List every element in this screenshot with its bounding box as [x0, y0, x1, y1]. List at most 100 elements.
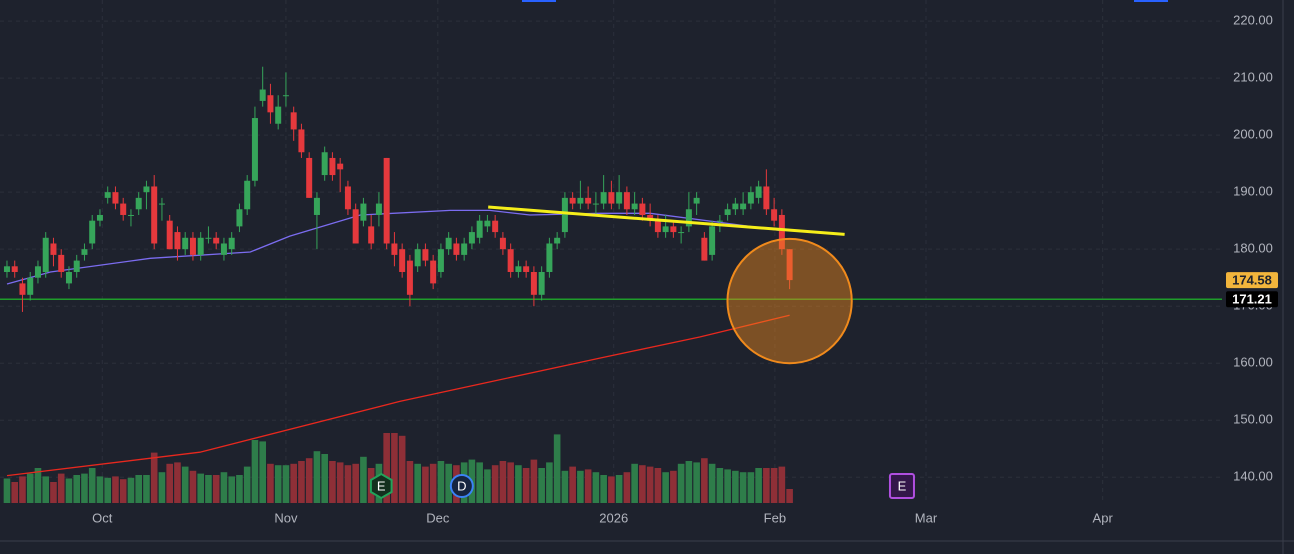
volume-bar [484, 469, 491, 503]
candle-body [499, 237, 506, 250]
volume-bar [298, 461, 305, 503]
volume-bar [670, 470, 677, 503]
volume-bar [778, 466, 786, 503]
volume-bar [577, 470, 584, 503]
candle-body [228, 237, 235, 250]
toolbar-edge [1134, 0, 1168, 2]
candle-body [73, 260, 80, 272]
volume-bar [11, 482, 19, 503]
y-tick-label: 190.00 [1233, 184, 1273, 199]
candle-body [3, 266, 10, 272]
volume-bar [515, 465, 522, 503]
volume-bar [677, 463, 685, 503]
volume-bar [143, 475, 150, 503]
volume-bar [693, 462, 700, 503]
volume-bar [770, 468, 778, 503]
candle-body [716, 220, 723, 222]
volume-bar [491, 465, 499, 503]
candle-body [623, 192, 630, 210]
volume-bar [546, 462, 553, 503]
candle-body [244, 180, 251, 210]
candle-body [631, 203, 638, 210]
volume-bar [406, 461, 414, 503]
candle-body [662, 226, 669, 233]
volume-bar [747, 472, 755, 503]
candle-body [399, 249, 406, 272]
volume-bar [639, 465, 646, 503]
candle-body [120, 203, 127, 215]
volume-bar [150, 452, 158, 503]
candle-body [530, 271, 537, 295]
volume-bar [592, 472, 600, 503]
candle-body [290, 112, 297, 130]
candle-body [445, 237, 452, 250]
volume-bar [26, 473, 34, 503]
moving-average [6, 314, 790, 477]
candle-body [561, 197, 568, 233]
volume-bar [181, 466, 189, 503]
event-badge [888, 473, 915, 499]
candle-body [81, 249, 88, 255]
candle-body [344, 186, 351, 210]
level-label: 171.21 [1232, 292, 1272, 307]
candle-body [492, 220, 499, 233]
candle-body [65, 271, 72, 284]
volume-bar [553, 434, 561, 503]
volume-bar [259, 441, 266, 503]
volume-bar [437, 461, 445, 503]
volume-bar [267, 463, 274, 503]
candle-body [158, 203, 165, 205]
volume-bar [282, 465, 290, 503]
candle-body [585, 197, 592, 204]
volume-bar [236, 475, 243, 503]
volume-bar [290, 463, 297, 503]
candle-body [538, 271, 545, 295]
last-price-badge [1226, 272, 1278, 289]
volume-bar [600, 475, 607, 503]
volume-bar [88, 468, 96, 503]
volume-bar [197, 473, 204, 503]
volume-bar [336, 462, 344, 503]
volume-bar [414, 463, 421, 503]
candle-body [306, 157, 313, 198]
candle-body [732, 203, 739, 210]
candle-body [50, 243, 57, 255]
y-tick-label: 160.00 [1233, 355, 1273, 370]
candle-body [383, 157, 390, 244]
candle-body [709, 226, 716, 255]
candle-body [182, 237, 189, 250]
y-tick-label: 200.00 [1233, 127, 1273, 142]
volume-bar [755, 468, 762, 503]
event-marker[interactable]: D [449, 474, 474, 498]
event-label: E [377, 478, 386, 493]
x-tick-label: Mar [915, 510, 938, 525]
candle-body [414, 249, 421, 267]
volume-bar [739, 472, 747, 503]
volume-bar [228, 476, 235, 503]
volume-bar [584, 469, 592, 503]
volume-bar [763, 468, 770, 503]
volume-bar [251, 440, 259, 503]
candle-body [461, 243, 468, 255]
toolbar-edge [522, 0, 556, 2]
candle-body [546, 243, 553, 272]
event-badge [449, 474, 474, 498]
candle-body [19, 283, 26, 295]
volume-bar [166, 463, 174, 503]
event-marker[interactable]: E [369, 472, 393, 500]
volume-bar [685, 461, 693, 503]
volume-bar [19, 476, 26, 503]
candle-body [647, 214, 654, 221]
x-tick-label: Nov [274, 510, 298, 525]
volume-bar [422, 466, 429, 503]
volume-bar [538, 468, 545, 503]
event-marker[interactable]: E [888, 473, 915, 499]
volume-bar [429, 463, 437, 503]
volume-bar [189, 470, 197, 503]
candle-body [96, 214, 103, 221]
volume-bar [569, 466, 576, 503]
candle-body [437, 249, 444, 272]
candle-body [755, 186, 762, 198]
volume-bar [344, 465, 352, 503]
